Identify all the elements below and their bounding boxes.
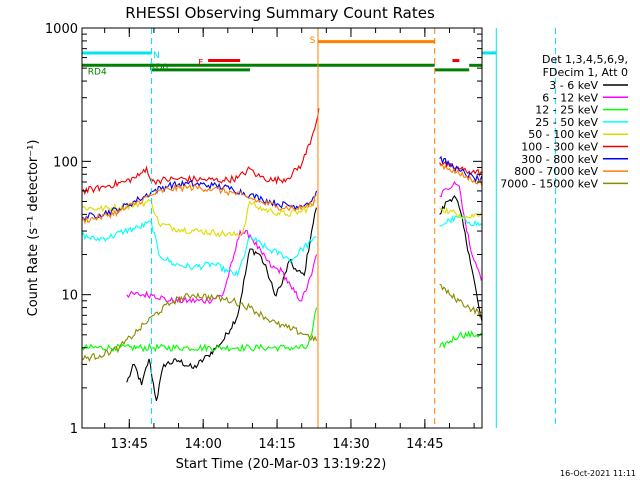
y-tick-label: 100 bbox=[53, 155, 78, 170]
x-tick-label: 14:00 bbox=[184, 437, 221, 452]
legend-label-7000-15000-kev: 7000 - 15000 keV bbox=[500, 177, 598, 190]
chart-title: RHESSI Observing Summary Count Rates bbox=[125, 4, 435, 22]
flag-label-rd4: RD4 bbox=[88, 68, 107, 78]
date-stamp: 16-Oct-2021 11:11 bbox=[560, 469, 636, 478]
legend-header-0: Det 1,3,4,5,6,9, bbox=[542, 53, 628, 66]
legend-label-300-800-kev: 300 - 800 keV bbox=[521, 153, 598, 166]
y-tick-label: 1 bbox=[70, 422, 78, 437]
x-tick-label: 14:45 bbox=[406, 437, 443, 452]
legend-label-6-12-kev: 6 - 12 keV bbox=[542, 91, 598, 104]
x-axis-label: Start Time (20-Mar-03 13:19:22) bbox=[176, 457, 387, 472]
series-6-12-kev bbox=[126, 180, 482, 305]
series-3-6-kev bbox=[126, 195, 482, 401]
series-25-50-kev bbox=[82, 214, 482, 278]
legend-label-100-300-kev: 100 - 300 keV bbox=[521, 141, 598, 154]
y-tick-label: 10 bbox=[61, 289, 78, 304]
x-tick-label: 14:30 bbox=[332, 437, 369, 452]
legend-header-1: FDecim 1, Att 0 bbox=[543, 66, 628, 79]
flag-label-rd0: RD0 bbox=[149, 63, 168, 73]
legend: Det 1,3,4,5,6,9,FDecim 1, Att 03 - 6 keV… bbox=[500, 53, 628, 190]
legend-label-12-25-kev: 12 - 25 keV bbox=[535, 104, 598, 117]
series-100-300-kev bbox=[82, 108, 482, 196]
legend-label-800-7000-kev: 800 - 7000 keV bbox=[514, 165, 598, 178]
flag-label-n: N bbox=[153, 51, 160, 61]
legend-label-25-50-kev: 25 - 50 keV bbox=[535, 116, 598, 129]
y-tick-label: 1000 bbox=[45, 22, 78, 37]
series-7000-15000-kev bbox=[82, 283, 482, 363]
legend-label-50-100-kev: 50 - 100 keV bbox=[528, 128, 598, 141]
series-12-25-kev bbox=[82, 307, 482, 353]
legend-label-3-6-kev: 3 - 6 keV bbox=[549, 79, 598, 92]
x-tick-label: 14:15 bbox=[258, 437, 295, 452]
plot-frame bbox=[81, 27, 483, 429]
flag-label-s: S bbox=[310, 36, 316, 46]
y-axis-label: Count Rate (s⁻¹ detector⁻¹) bbox=[26, 140, 41, 317]
series-800-7000-kev bbox=[82, 163, 482, 225]
x-tick-label: 13:45 bbox=[111, 437, 148, 452]
flag-label-f: F bbox=[198, 59, 203, 69]
